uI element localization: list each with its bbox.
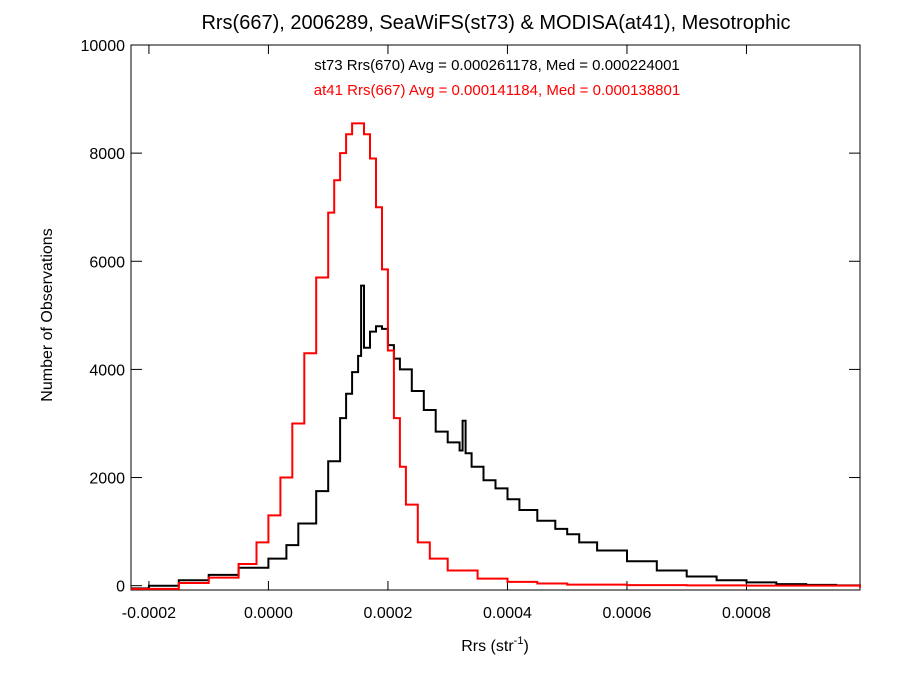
series-at41-line bbox=[131, 122, 861, 590]
y-axis-label: Number of Observations bbox=[39, 228, 56, 401]
annotation-st73: st73 Rrs(670) Avg = 0.000261178, Med = 0… bbox=[314, 57, 680, 74]
y-tick-label: 10000 bbox=[81, 38, 126, 55]
x-axis-label-sup: -1 bbox=[514, 635, 524, 647]
x-tick-label: 0.0002 bbox=[363, 605, 412, 622]
plot-area: -0.0002 0.0000 0.0002 0.0004 0.0006 0.0008 0 2… bbox=[81, 38, 861, 622]
x-tick-label: 0.0000 bbox=[244, 605, 293, 622]
plot-frame bbox=[130, 44, 861, 591]
y-tick-label: 8000 bbox=[89, 146, 125, 163]
y-tick-label: 4000 bbox=[89, 362, 125, 379]
series-st73-line bbox=[131, 284, 861, 590]
y-tick-label: 2000 bbox=[89, 471, 125, 488]
x-tick-label: 0.0004 bbox=[483, 605, 532, 622]
x-axis-label-tail: ) bbox=[523, 638, 528, 655]
y-tick-label: 6000 bbox=[89, 254, 125, 271]
x-tick-label: 0.0006 bbox=[602, 605, 651, 622]
x-axis-label: Rrs (str-1) bbox=[461, 635, 529, 655]
y-axis: 0 2000 4000 6000 8000 10000 bbox=[81, 38, 860, 596]
x-axis-label-base: Rrs (str bbox=[461, 638, 514, 655]
series-layer bbox=[131, 122, 861, 590]
x-axis: -0.0002 0.0000 0.0002 0.0004 0.0006 0.0008 bbox=[122, 45, 771, 622]
chart-title: Rrs(667), 2006289, SeaWiFS(st73) & MODIS… bbox=[201, 12, 790, 34]
x-tick-label: -0.0002 bbox=[122, 605, 176, 622]
annotation-at41: at41 Rrs(667) Avg = 0.000141184, Med = 0… bbox=[314, 82, 680, 99]
x-tick-label: 0.0008 bbox=[722, 605, 771, 622]
y-tick-label: 0 bbox=[116, 579, 125, 596]
